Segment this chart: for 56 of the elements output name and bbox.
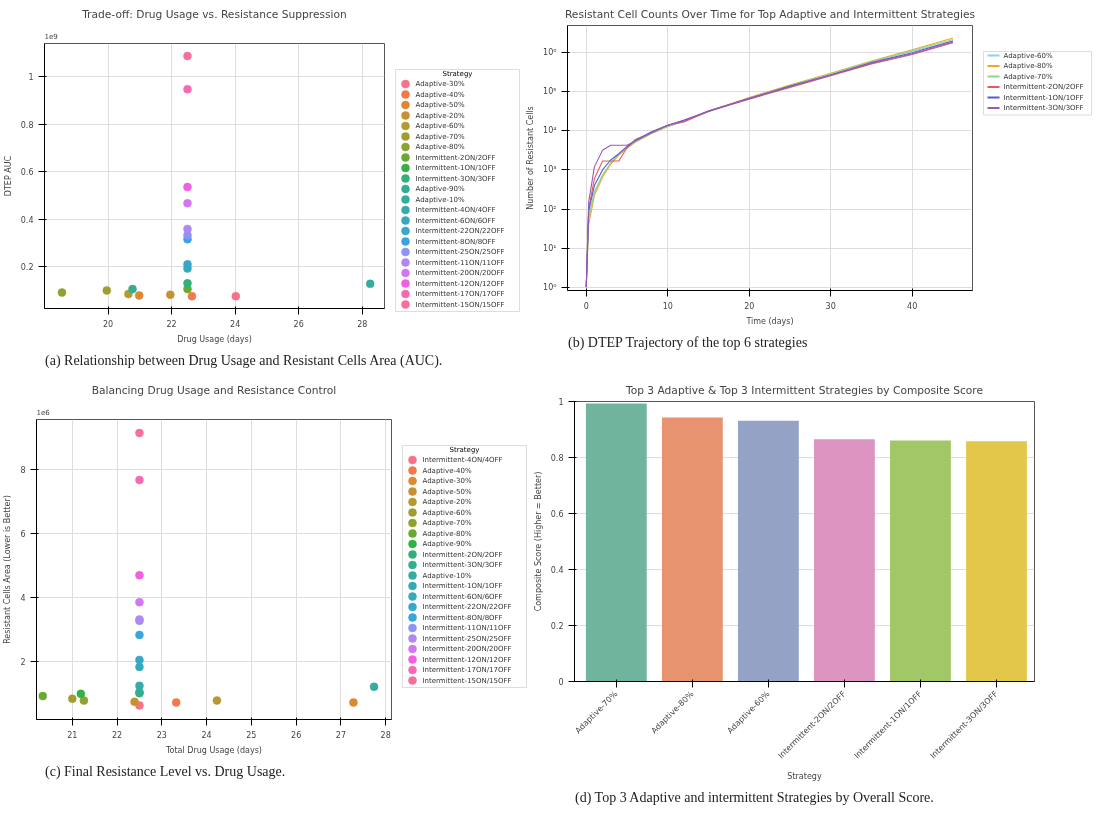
- x-tick-label: 22: [166, 319, 177, 329]
- y-tick-label: 0.2: [20, 263, 34, 273]
- x-tick-label: 40: [907, 301, 918, 311]
- x-tick-label: 10: [662, 301, 673, 311]
- x-tick-label: 26: [291, 730, 302, 740]
- x-tick-label: 24: [201, 730, 212, 740]
- y-tick-label: 10⁵: [543, 87, 557, 97]
- y-tick-label: 10¹: [543, 243, 557, 253]
- y-axis-title: Composite Score (Higher = Better): [533, 471, 543, 612]
- y-axis-title: Resistant Cells Area (Lower is Better): [3, 495, 13, 644]
- y-tick-label: 6: [20, 529, 26, 539]
- x-tick-label: 23: [156, 730, 167, 740]
- x-axis-title: Total Drug Usage (days): [165, 745, 262, 755]
- x-tick-label: 30: [825, 301, 836, 311]
- text: (d) Top 3 Adaptive and intermittent Strategies by Overall Score.: [575, 789, 934, 807]
- y-tick-label: 0.8: [20, 120, 34, 130]
- x-tick-label: 20: [744, 301, 755, 311]
- y-tick-label: 0.6: [20, 168, 34, 178]
- y-tick-label: 0.2: [550, 622, 564, 631]
- x-tick-label: 24: [230, 319, 241, 329]
- x-axis-title: Strategy: [787, 771, 822, 781]
- y-tick-label: 10⁰: [543, 282, 557, 292]
- x-tick-label: 21: [67, 730, 78, 740]
- y-tick-label: 10²: [543, 204, 557, 214]
- x-tick-label: 28: [380, 730, 391, 740]
- x-tick-label: 28: [357, 319, 368, 329]
- text: (b) DTEP Trajectory of the top 6 strategies: [568, 334, 808, 352]
- x-tick-label: 25: [246, 730, 257, 740]
- x-axis-title: Time (days): [745, 316, 794, 326]
- y-tick-label: 10³: [543, 165, 557, 175]
- y-tick-label: 0.6: [550, 510, 564, 519]
- chart-title: Balancing Drug Usage and Resistance Control: [91, 383, 337, 397]
- y-tick-label: 1: [28, 73, 34, 83]
- x-tick-label: 26: [293, 319, 304, 329]
- y-tick-label: 0.8: [550, 454, 564, 463]
- y-tick-label: 4: [20, 593, 26, 603]
- y-axis-title: DTEP AUC: [3, 155, 13, 197]
- y-tick-label: 1: [558, 398, 564, 407]
- x-axis-title: Drug Usage (days): [177, 334, 252, 344]
- y-tick-label: 10⁴: [543, 126, 557, 136]
- y-tick-label: 2: [20, 657, 26, 667]
- chart-title: Resistant Cell Counts Over Time for Top Adaptive and Intermittent Strategies: [564, 7, 976, 21]
- y-axis-title: Number of Resistant Cells: [526, 106, 536, 210]
- y-tick-label: 8: [20, 465, 26, 475]
- x-tick-label: 22: [111, 730, 123, 740]
- text: (a) Relationship between Drug Usage and Resistant Cells Area (AUC).: [45, 352, 443, 370]
- x-tick-label: 20: [102, 319, 114, 329]
- chart-title: Trade-off: Drug Usage vs. Resistance Suppression: [81, 7, 347, 21]
- text: (c) Final Resistance Level vs. Drug Usage.: [45, 763, 286, 781]
- y-tick-label: 10⁶: [543, 48, 557, 58]
- chart-title: Top 3 Adaptive & Top 3 Intermittent Strategies by Composite Score: [624, 383, 984, 397]
- x-tick-label: 27: [335, 730, 347, 740]
- y-tick-label: 0.4: [20, 215, 34, 225]
- y-tick-label: 0.4: [550, 566, 564, 575]
- y-tick-label: 0: [558, 678, 564, 687]
- x-tick-label: 0: [583, 301, 589, 311]
